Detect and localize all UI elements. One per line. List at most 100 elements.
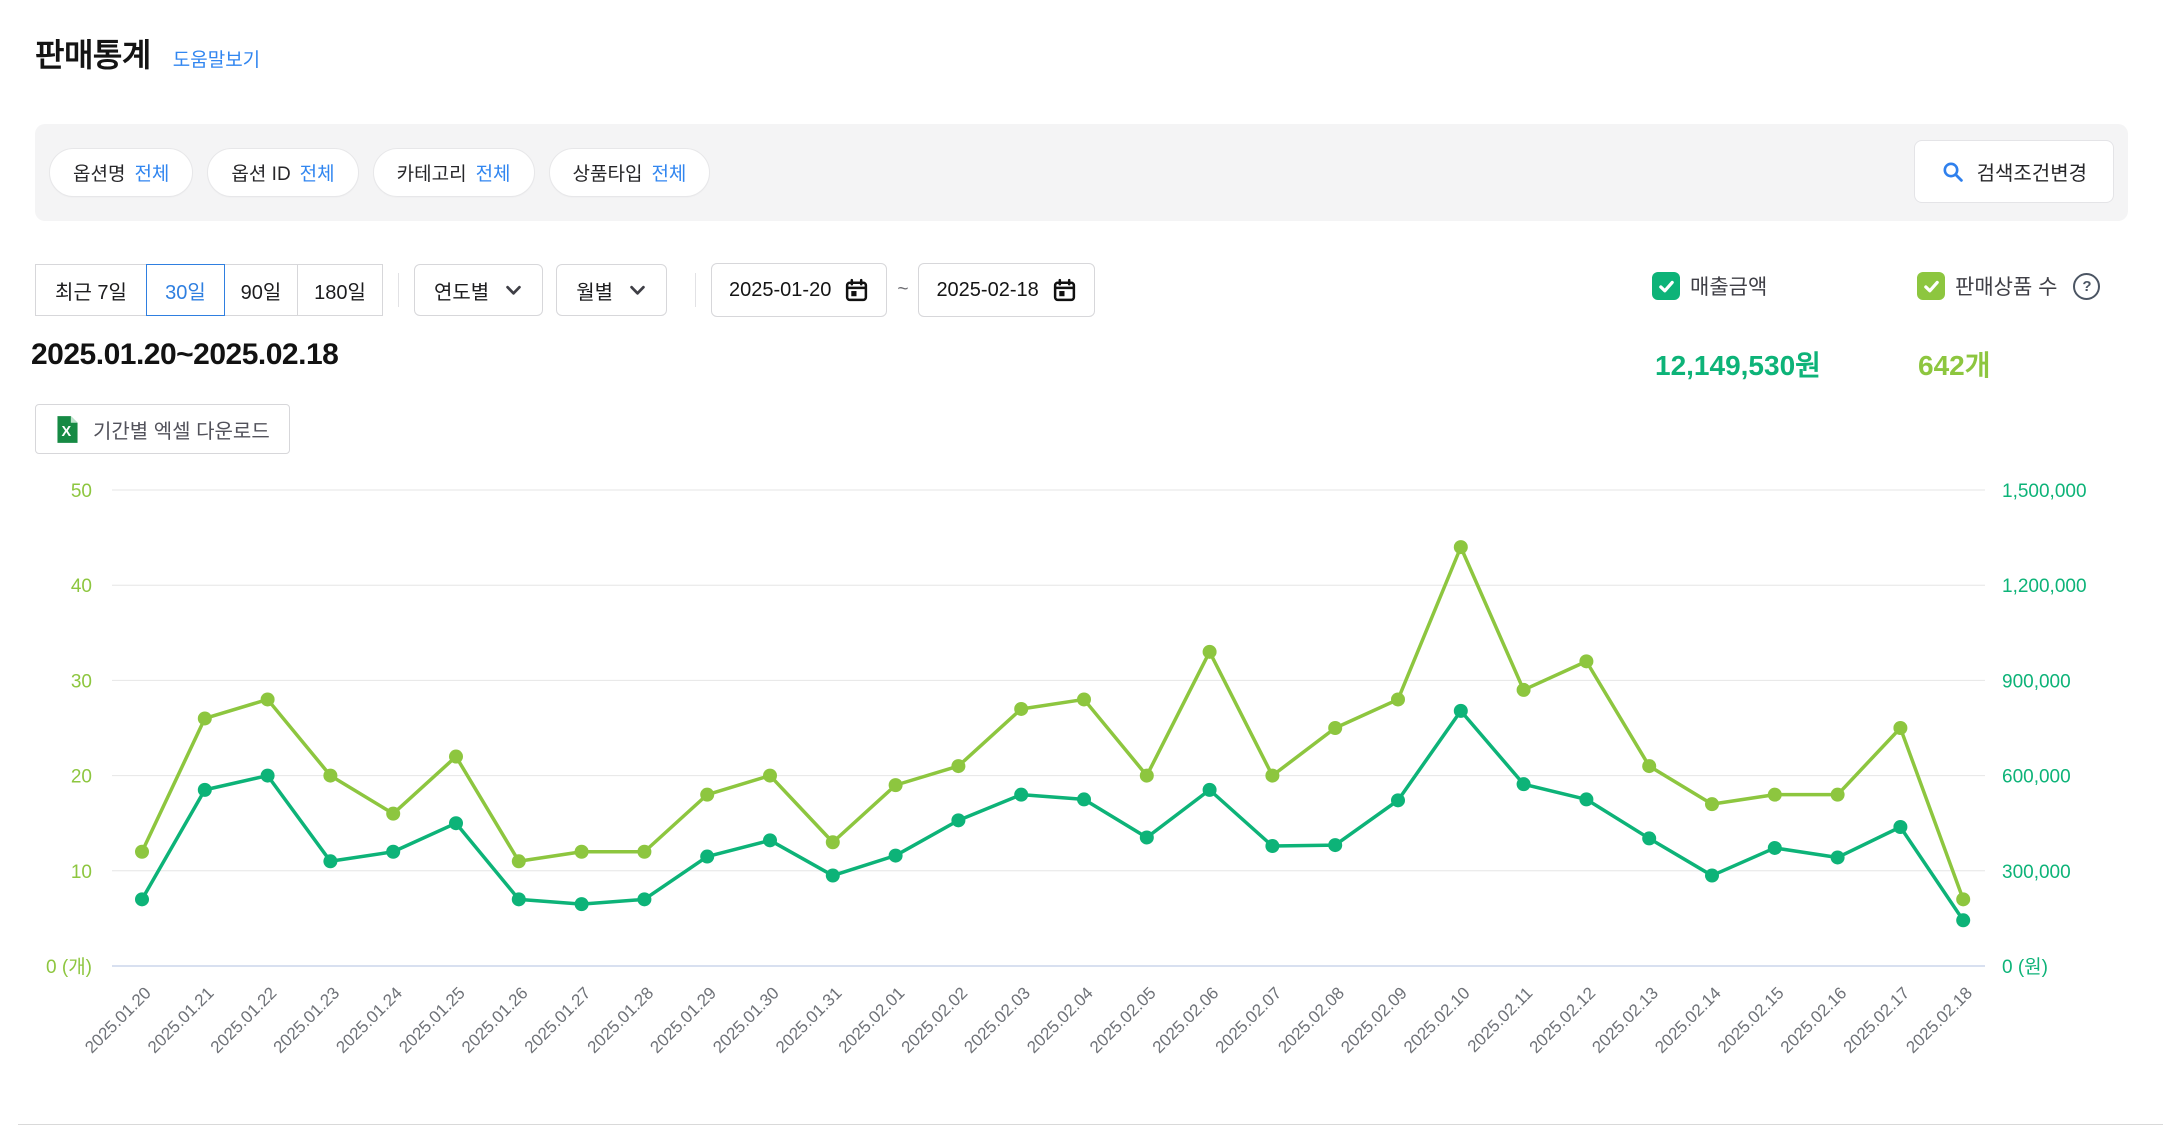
svg-text:2025.02.05: 2025.02.05 xyxy=(1086,983,1160,1057)
revenue-checkbox[interactable] xyxy=(1652,272,1680,300)
svg-text:2025.02.16: 2025.02.16 xyxy=(1777,983,1851,1057)
svg-text:2025.02.09: 2025.02.09 xyxy=(1337,983,1411,1057)
svg-text:2025.01.22: 2025.01.22 xyxy=(207,983,281,1057)
check-icon xyxy=(1923,280,1939,292)
filter-pill-label: 상품타입 xyxy=(572,164,643,185)
filter-pill-value: 전체 xyxy=(299,164,335,185)
svg-text:40: 40 xyxy=(71,576,92,597)
filter-bar: 옵션명 전체 옵션 ID 전체 카테고리 전체 상품타입 전체 xyxy=(35,124,2128,221)
svg-text:2025.01.31: 2025.01.31 xyxy=(772,983,846,1057)
filter-pill-label: 카테고리 xyxy=(396,164,467,185)
date-range-heading: 2025.01.20~2025.02.18 xyxy=(31,338,339,371)
svg-text:2025.01.24: 2025.01.24 xyxy=(332,983,406,1057)
svg-text:2025.01.21: 2025.01.21 xyxy=(144,983,218,1057)
year-dropdown[interactable]: 연도별 xyxy=(414,264,544,316)
search-button-label: 검색조건변경 xyxy=(1976,163,2087,185)
svg-text:2025.02.13: 2025.02.13 xyxy=(1588,983,1662,1057)
filter-pill-value: 전체 xyxy=(651,164,687,185)
month-dropdown[interactable]: 월별 xyxy=(556,264,668,316)
items-sold-legend-label: 판매상품 수 xyxy=(1955,276,2058,299)
svg-text:2025.02.10: 2025.02.10 xyxy=(1400,983,1474,1057)
svg-text:2025.02.08: 2025.02.08 xyxy=(1274,983,1348,1057)
start-date-input[interactable]: 2025-01-20 xyxy=(711,263,888,317)
svg-text:2025.02.11: 2025.02.11 xyxy=(1464,983,1537,1056)
excel-icon: X xyxy=(55,415,80,444)
excel-button-label: 기간별 엑셀 다운로드 xyxy=(93,420,270,443)
revenue-legend-item[interactable]: 매출금액 xyxy=(1652,271,1767,301)
period-button-90days[interactable]: 90일 xyxy=(224,264,298,316)
filter-pill-option-id[interactable]: 옵션 ID 전체 xyxy=(207,148,359,197)
period-controls: 최근 7일 30일 90일 180일 연도별 월별 2025-01-20 xyxy=(35,263,1095,317)
bottom-divider xyxy=(18,1124,2163,1125)
items-total: 642개 xyxy=(1918,350,1991,381)
period-button-group: 최근 7일 30일 90일 180일 xyxy=(35,264,383,316)
svg-text:10: 10 xyxy=(71,862,92,883)
help-question-icon[interactable]: ? xyxy=(2073,272,2101,300)
end-date-input[interactable]: 2025-02-18 xyxy=(918,263,1095,317)
items-sold-legend-item[interactable]: 판매상품 수 ? xyxy=(1917,271,2101,301)
svg-text:X: X xyxy=(62,424,72,440)
svg-text:2025.02.15: 2025.02.15 xyxy=(1714,983,1788,1057)
period-button-7days[interactable]: 최근 7일 xyxy=(35,264,147,316)
svg-text:2025.02.18: 2025.02.18 xyxy=(1902,983,1976,1057)
sales-line-chart: 0 (개) 0 (원) 10 300,000 20 600,000 30 900,000 40 1… xyxy=(46,481,2087,1057)
svg-text:600,000: 600,000 xyxy=(2002,767,2071,788)
svg-text:2025.02.12: 2025.02.12 xyxy=(1526,983,1600,1057)
items-sold-checkbox[interactable] xyxy=(1917,272,1945,300)
svg-text:2025.02.01: 2025.02.01 xyxy=(835,983,909,1057)
svg-text:900,000: 900,000 xyxy=(2002,671,2071,692)
svg-text:300,000: 300,000 xyxy=(2002,862,2071,883)
filter-pill-option-name[interactable]: 옵션명 전체 xyxy=(49,148,194,197)
chevron-down-icon xyxy=(504,281,523,300)
svg-text:2025.01.25: 2025.01.25 xyxy=(395,983,469,1057)
revenue-total: 12,149,530원 xyxy=(1655,350,1821,381)
svg-text:2025.02.07: 2025.02.07 xyxy=(1212,983,1286,1057)
page-title: 판매통계 xyxy=(35,37,151,73)
svg-text:2025.02.02: 2025.02.02 xyxy=(898,983,972,1057)
svg-text:2025.01.20: 2025.01.20 xyxy=(81,983,155,1057)
chevron-down-icon xyxy=(628,281,647,300)
calendar-icon xyxy=(844,278,869,303)
filter-pill-value: 전체 xyxy=(475,164,511,185)
end-date-value: 2025-02-18 xyxy=(936,278,1039,301)
check-icon xyxy=(1658,280,1674,292)
page-header: 판매통계 도움말보기 xyxy=(35,30,260,76)
svg-text:2025.02.04: 2025.02.04 xyxy=(1023,983,1097,1057)
svg-text:2025.02.03: 2025.02.03 xyxy=(960,983,1034,1057)
divider xyxy=(398,273,399,307)
filter-pill-label: 옵션명 xyxy=(73,164,126,185)
svg-text:0 (원): 0 (원) xyxy=(2002,956,2048,978)
svg-text:2025.01.29: 2025.01.29 xyxy=(646,983,720,1057)
filter-pill-product-type[interactable]: 상품타입 전체 xyxy=(548,148,711,197)
month-dropdown-label: 월별 xyxy=(576,281,614,304)
svg-text:50: 50 xyxy=(71,481,92,502)
search-icon xyxy=(1941,160,1965,184)
period-button-180days[interactable]: 180일 xyxy=(297,264,383,316)
period-button-30days[interactable]: 30일 xyxy=(146,264,225,316)
svg-text:1,500,000: 1,500,000 xyxy=(2002,481,2087,502)
start-date-value: 2025-01-20 xyxy=(729,278,832,301)
filter-pill-group: 옵션명 전체 옵션 ID 전체 카테고리 전체 상품타입 전체 xyxy=(49,148,711,197)
revenue-legend-label: 매출금액 xyxy=(1690,276,1768,299)
svg-text:2025.02.06: 2025.02.06 xyxy=(1149,983,1223,1057)
divider xyxy=(695,273,697,307)
date-range-separator: ~ xyxy=(897,279,909,300)
help-link[interactable]: 도움말보기 xyxy=(172,50,261,71)
year-dropdown-label: 연도별 xyxy=(434,281,490,304)
svg-text:30: 30 xyxy=(71,671,92,692)
filter-pill-category[interactable]: 카테고리 전체 xyxy=(372,148,535,197)
filter-pill-value: 전체 xyxy=(134,164,170,185)
filter-pill-label: 옵션 ID xyxy=(231,164,291,185)
sales-chart: 0 (개) 0 (원) 10 300,000 20 600,000 30 900,000 40 1… xyxy=(0,470,2163,1130)
svg-text:0 (개): 0 (개) xyxy=(46,956,92,978)
svg-text:2025.01.23: 2025.01.23 xyxy=(270,983,344,1057)
calendar-icon xyxy=(1052,278,1077,303)
svg-text:1,200,000: 1,200,000 xyxy=(2002,576,2087,597)
change-search-conditions-button[interactable]: 검색조건변경 xyxy=(1913,140,2114,203)
svg-text:2025.01.30: 2025.01.30 xyxy=(709,983,783,1057)
svg-text:2025.02.14: 2025.02.14 xyxy=(1651,983,1725,1057)
svg-text:2025.01.28: 2025.01.28 xyxy=(584,983,658,1057)
excel-download-button[interactable]: X 기간별 엑셀 다운로드 xyxy=(35,404,290,454)
svg-text:2025.01.27: 2025.01.27 xyxy=(521,983,595,1057)
